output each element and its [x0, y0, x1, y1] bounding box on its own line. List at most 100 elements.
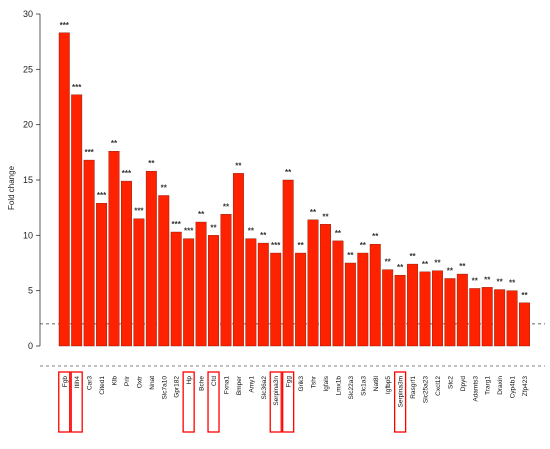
- x-tick-label: Trarg1: [485, 376, 492, 395]
- bar-igfbp5: [382, 269, 394, 347]
- significance-marker: **: [297, 241, 304, 250]
- significance-marker: **: [310, 208, 317, 217]
- significance-marker: **: [161, 183, 168, 192]
- significance-marker: **: [422, 260, 429, 269]
- bar-cfd: [208, 235, 219, 347]
- bar-tshr: [307, 219, 319, 347]
- significance-layer: ****************************************…: [60, 21, 529, 300]
- bar-zfp423: [519, 302, 530, 347]
- x-tick-labels: Fgb Itih4 Car3 Cited1 Klb Prlr Oxtr Nnat Slc7a10…: [62, 375, 529, 407]
- significance-marker: ***: [172, 220, 182, 229]
- y-tick-label: 5: [28, 286, 33, 296]
- x-tick-label: Fxna1: [223, 376, 230, 394]
- bar-bmper: [232, 173, 244, 347]
- x-tick-label: Prlr: [124, 375, 131, 386]
- bars-layer: [58, 32, 530, 347]
- highlight-box-fgb: [58, 371, 71, 433]
- y-tick-label: 15: [23, 175, 33, 185]
- x-tick-label: Rasgrf1: [410, 376, 417, 399]
- significance-marker: **: [385, 258, 392, 267]
- y-axis: 0 5 10 15 20 25 30: [23, 9, 41, 351]
- x-tick-label: Nat8l: [373, 375, 380, 391]
- significance-marker: **: [248, 227, 255, 236]
- significance-marker: **: [210, 223, 217, 232]
- significance-marker: **: [322, 212, 329, 221]
- significance-marker: ***: [97, 191, 107, 200]
- significance-marker: **: [335, 229, 342, 238]
- bar-dpyd: [456, 273, 468, 347]
- significance-marker: **: [148, 159, 155, 168]
- x-tick-label: Car3: [87, 376, 94, 390]
- x-tick-label: Cfd: [211, 376, 218, 387]
- significance-marker: **: [360, 241, 367, 250]
- bar-itih4: [71, 94, 83, 347]
- bar-nat8l: [369, 243, 381, 347]
- x-tick-label: Serpina3n: [273, 376, 280, 406]
- bar-slc1a3: [357, 252, 369, 347]
- highlight-box-cfd: [207, 371, 220, 433]
- highlight-box-itih4: [70, 371, 83, 433]
- significance-marker: ***: [271, 241, 281, 250]
- bar-klb: [108, 151, 120, 347]
- bar-oxtr: [133, 218, 145, 347]
- x-tick-label: Adamts3: [472, 376, 479, 402]
- x-tick-label: Oxtr: [136, 375, 143, 388]
- significance-marker: **: [497, 278, 504, 287]
- bar-igfals: [320, 224, 331, 347]
- significance-marker: ***: [84, 148, 94, 157]
- bar-nnat: [145, 170, 157, 347]
- x-tick-label: Hp: [186, 376, 193, 385]
- bar-slc36a2: [257, 242, 269, 347]
- significance-marker: **: [447, 266, 454, 275]
- x-tick-label: Nnat: [149, 376, 156, 390]
- x-tick-label: Slc36a2: [261, 376, 268, 400]
- bar-fxna1: [220, 214, 232, 347]
- significance-marker: **: [434, 259, 441, 268]
- x-tick-label: Igfbp5: [385, 376, 392, 394]
- bar-cxcl12: [432, 270, 443, 347]
- highlight-box-hp: [182, 371, 195, 433]
- x-tick-label: Bche: [199, 376, 206, 391]
- bar-slc25a23: [419, 271, 431, 347]
- bar-cited1: [96, 203, 108, 347]
- x-tick-label: Igfals: [323, 375, 330, 391]
- y-tick-label: 20: [23, 120, 33, 130]
- significance-marker: **: [521, 291, 528, 300]
- significance-marker: ***: [60, 21, 70, 30]
- bar-stc2: [444, 278, 456, 347]
- significance-marker: **: [472, 276, 479, 285]
- significance-marker: **: [198, 210, 205, 219]
- significance-marker: **: [111, 139, 118, 148]
- x-tick-label: Dpyd: [460, 376, 467, 392]
- significance-marker: **: [223, 202, 230, 211]
- bar-draxin: [494, 289, 506, 347]
- bar-slc7a10: [158, 195, 170, 347]
- bar-adamts3: [469, 288, 481, 347]
- significance-marker: **: [260, 231, 267, 240]
- significance-marker: **: [235, 161, 242, 170]
- x-tick-label: Draxin: [497, 376, 504, 395]
- x-tick-label: Slc22a3: [348, 376, 355, 400]
- significance-marker: ***: [122, 169, 132, 178]
- bar-trarg1: [481, 287, 493, 347]
- highlight-box-fgg: [282, 371, 295, 433]
- x-tick-label: Zfp423: [522, 376, 529, 397]
- bar-bche: [195, 221, 207, 347]
- x-tick-label: Klb: [112, 376, 119, 386]
- y-axis-label: Fold change: [7, 165, 16, 210]
- bar-car3: [83, 159, 95, 347]
- x-tick-label: Fgb: [62, 376, 69, 388]
- y-tick-label: 10: [23, 230, 33, 240]
- highlight-box-serpina3m: [393, 371, 407, 433]
- x-tick-label: Slc25a23: [423, 376, 430, 403]
- x-tick-label: Lmx1b: [335, 376, 342, 396]
- significance-marker: **: [509, 279, 516, 288]
- x-tick-label: Tshr: [311, 375, 318, 388]
- significance-marker: **: [347, 251, 354, 260]
- significance-marker: **: [372, 232, 379, 241]
- x-tick-label: Gpr182: [174, 376, 181, 398]
- significance-marker: **: [285, 168, 292, 177]
- significance-marker: ***: [134, 207, 144, 216]
- x-tick-label: Bmper: [236, 375, 243, 395]
